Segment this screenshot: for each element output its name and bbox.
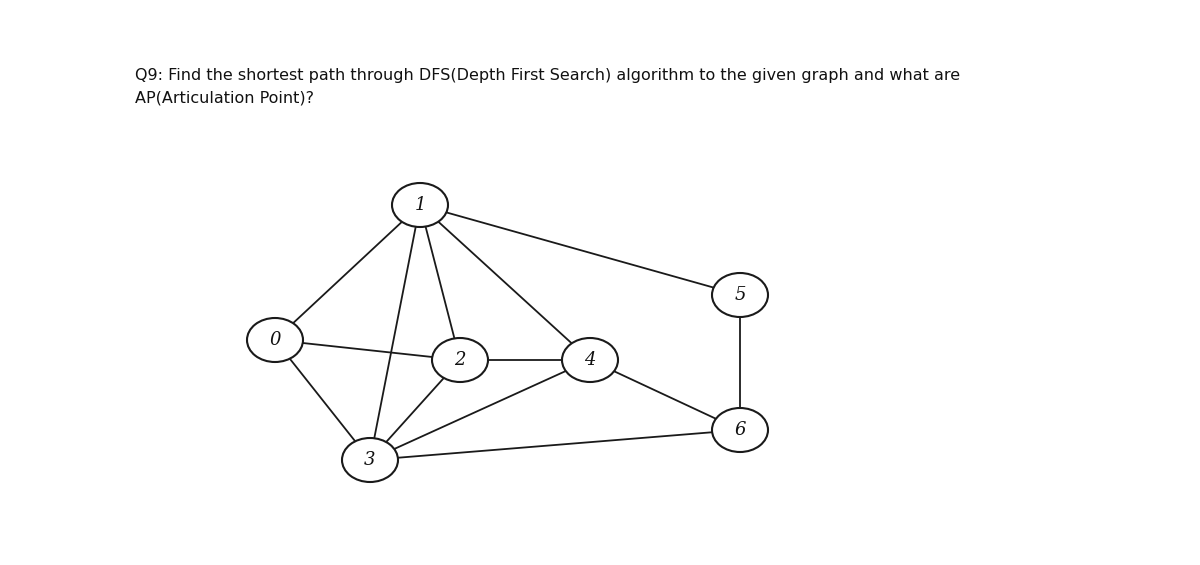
Text: 3: 3 [365, 451, 376, 469]
Ellipse shape [432, 338, 488, 382]
Ellipse shape [392, 183, 448, 227]
Text: 0: 0 [269, 331, 281, 349]
Ellipse shape [562, 338, 618, 382]
Ellipse shape [712, 273, 768, 317]
Text: 6: 6 [734, 421, 745, 439]
Text: 4: 4 [584, 351, 595, 369]
Ellipse shape [712, 408, 768, 452]
Ellipse shape [247, 318, 302, 362]
Ellipse shape [342, 438, 398, 482]
Text: 5: 5 [734, 286, 745, 304]
Text: Q9: Find the shortest path through DFS(Depth First Search) algorithm to the give: Q9: Find the shortest path through DFS(D… [134, 68, 960, 105]
Text: 2: 2 [455, 351, 466, 369]
Text: 1: 1 [414, 196, 426, 214]
